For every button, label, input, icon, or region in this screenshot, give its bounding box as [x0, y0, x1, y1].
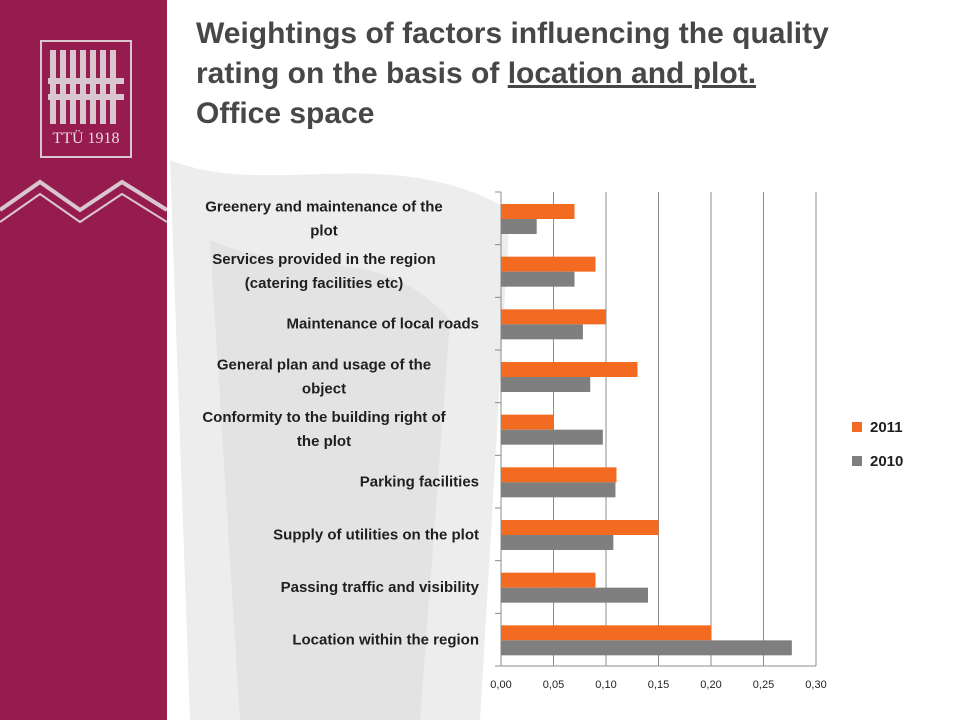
category-label: Greenery and maintenance of the	[205, 198, 443, 215]
legend-item-2010: 2010	[852, 444, 903, 478]
title-line-2-prefix: rating on the basis of	[196, 57, 508, 90]
legend-swatch-2011	[852, 422, 862, 432]
category-label: object	[302, 380, 346, 397]
legend-swatch-2010	[852, 456, 862, 466]
bar-2010	[501, 377, 591, 392]
legend-item-2011: 2011	[852, 410, 903, 444]
title-line-2-underlined: location and plot.	[507, 57, 757, 90]
bar-2010	[501, 482, 616, 498]
category-label: Location within the region	[292, 632, 479, 649]
university-logo: TTÜ 1918	[40, 40, 132, 158]
background-swoosh-decoration	[170, 160, 510, 720]
category-label: Passing traffic and visibility	[281, 579, 480, 596]
bar-2010	[501, 535, 614, 550]
title-line-1: Weightings of factors influencing the qu…	[196, 17, 829, 50]
x-tick-label: 0,20	[700, 679, 721, 691]
bar-2011	[501, 467, 617, 483]
bar-2010	[501, 219, 537, 234]
category-label: General plan and usage of the	[217, 356, 431, 373]
x-tick-label: 0,00	[490, 679, 511, 691]
bar-2011	[501, 414, 554, 430]
category-label: plot	[310, 222, 338, 239]
bar-2011	[501, 572, 596, 588]
bar-2011	[501, 625, 711, 641]
bar-2010	[501, 587, 648, 603]
title-line-3: Office space	[196, 97, 375, 130]
bar-2010	[501, 640, 792, 656]
x-tick-label: 0,15	[648, 679, 669, 691]
bar-2010	[501, 429, 603, 445]
category-label: Parking facilities	[360, 474, 479, 491]
category-label: Supply of utilities on the plot	[273, 526, 479, 543]
x-tick-label: 0,30	[805, 679, 826, 691]
bar-2010	[501, 324, 583, 340]
category-label: Services provided in the region	[212, 251, 435, 268]
bar-2011	[501, 256, 596, 272]
category-label: (catering facilities etc)	[245, 275, 403, 292]
x-tick-label: 0,25	[753, 679, 774, 691]
category-label: Conformity to the building right of	[202, 409, 446, 426]
x-tick-label: 0,05	[543, 679, 564, 691]
x-tick-label: 0,10	[595, 679, 616, 691]
legend-label-2010: 2010	[870, 452, 904, 470]
category-label: the plot	[297, 433, 351, 450]
chart-legend: 2011 2010	[852, 410, 903, 478]
bar-2011	[501, 204, 575, 219]
page-title: Weightings of factors influencing the qu…	[196, 14, 936, 134]
bar-2011	[501, 362, 638, 377]
bar-2010	[501, 271, 575, 287]
legend-label-2011: 2011	[870, 418, 903, 436]
sidebar-panel: TTÜ 1918	[0, 0, 167, 720]
logo-text: TTÜ 1918	[52, 130, 120, 147]
bar-2011	[501, 520, 659, 535]
logo-columns-graphic	[48, 50, 124, 124]
zigzag-decoration	[0, 179, 167, 224]
bar-2011	[501, 309, 606, 325]
category-label: Maintenance of local roads	[286, 316, 479, 333]
